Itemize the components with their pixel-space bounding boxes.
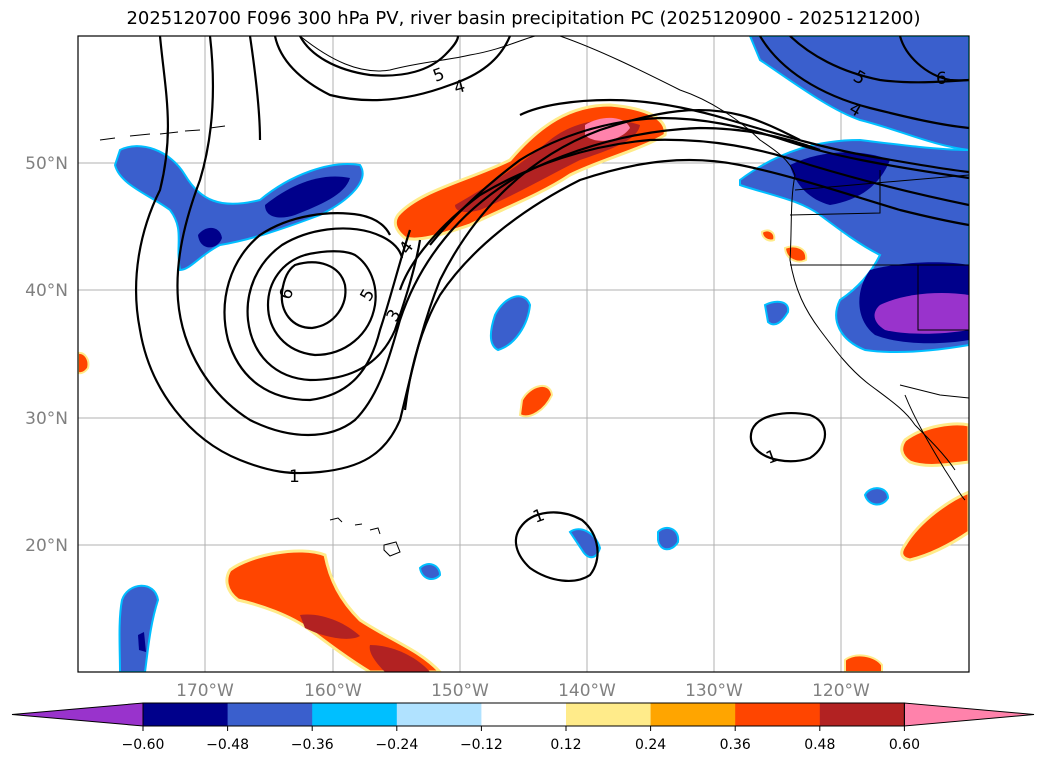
colorbar-tick-label: −0.12 (460, 737, 503, 753)
coastline-hawaii (329, 517, 401, 557)
pos-region-ar-core (455, 120, 640, 213)
colorbar-segment (396, 703, 482, 726)
positive-anomaly-regions (78, 103, 969, 672)
colorbar-border (142, 702, 905, 727)
coastline-west-coast (789, 174, 916, 426)
colorbar-tick-label: 0.12 (550, 737, 581, 753)
pos-region-central (518, 385, 554, 418)
neg-region-central-pacific (489, 295, 532, 352)
lat-label-50n: 50°N (25, 154, 68, 174)
pos-region-hawaii-trail-core1 (300, 614, 360, 639)
colorbar: −0.60 −0.48 −0.36 −0.24 −0.12 0.12 0.24 0.36 0.4… (11, 702, 1035, 753)
contour-3 (223, 36, 412, 402)
colorbar-tick-label: 0.48 (804, 737, 835, 753)
contour-closed-1-east (749, 412, 826, 463)
contour-label: 4 (452, 76, 468, 98)
colorbar-segment (650, 703, 736, 726)
pos-region-ca-coast1 (760, 229, 776, 242)
lon-label-150w: 150°W (431, 681, 489, 701)
map-border (77, 35, 970, 673)
latitude-labels: 50°N 40°N 30°N 20°N (25, 154, 68, 556)
lon-label-130w: 130°W (685, 681, 743, 701)
contour-ar-5 (519, 98, 969, 174)
neg-region-hawaii-east2 (657, 526, 680, 551)
colorbar-segment (566, 703, 652, 726)
colorbar-tick-label: 0.60 (889, 737, 920, 753)
pos-region-mexico-coast (900, 490, 969, 562)
neg-region-aleutian-core2 (198, 227, 222, 248)
lat-label-20n: 20°N (25, 536, 68, 556)
pos-region-baja (900, 422, 969, 467)
coastline-mexico (914, 424, 956, 471)
lon-label-120w: 120°W (812, 681, 870, 701)
colorbar-segment (481, 703, 567, 726)
lat-label-30n: 30°N (25, 409, 68, 429)
contour-ar-3 (398, 138, 969, 291)
colorbar-segment (143, 703, 229, 726)
pos-region-west-edge (78, 351, 90, 375)
contour-1-outer (135, 36, 801, 475)
coastline-gulf-of-alaska (559, 36, 796, 176)
map-area (78, 36, 969, 672)
neg-region-ca-coast (763, 300, 790, 326)
pos-region-hawaii-trail-core2 (369, 645, 430, 672)
contour-alaska-5 (789, 36, 969, 84)
neg-region-hawaii-east1 (568, 528, 602, 559)
colorbar-segment (735, 703, 821, 726)
contour-4 (246, 36, 512, 382)
colorbar-tick-label: 0.36 (720, 737, 751, 753)
map-title: 2025120700 F096 300 hPa PV, river basin … (126, 8, 921, 29)
colorbar-tick-label: −0.24 (375, 737, 418, 753)
colorbar-segment (312, 703, 398, 726)
contour-2 (176, 36, 821, 436)
pv-contours (135, 36, 969, 582)
neg-region-southwest-core (138, 632, 146, 652)
colorbar-extension-high (903, 702, 1035, 727)
contour-alaska-4 (759, 36, 969, 130)
contour-ar-4 (429, 116, 969, 246)
neg-region-southwest (118, 584, 160, 672)
border-us-mexico (899, 384, 969, 399)
pos-region-southwest-edge (844, 654, 883, 672)
contour-label: 1 (289, 467, 300, 487)
coastline-baja (904, 394, 966, 501)
contour-5 (266, 36, 460, 357)
contour-ar-1 (403, 158, 969, 411)
longitude-labels: 170°W 160°W 150°W 140°W 130°W 120°W (176, 681, 870, 701)
neg-region-great-basin-purple (874, 293, 969, 334)
neg-region-aleutian-core (265, 176, 350, 218)
lat-label-40n: 40°N (25, 281, 68, 301)
colorbar-tick-label: 0.24 (635, 737, 666, 753)
colorbar-segment (819, 703, 905, 726)
lon-label-140w: 140°W (558, 681, 616, 701)
contour-label: 6 (936, 69, 947, 89)
colorbar-tick-label: −0.60 (122, 737, 165, 753)
neg-region-alaska (748, 36, 969, 152)
lon-label-160w: 160°W (304, 681, 362, 701)
colorbar-tick-label: −0.36 (291, 737, 334, 753)
border-state3 (917, 265, 969, 331)
colorbar-tick-label: −0.48 (206, 737, 249, 753)
negative-anomaly-regions (113, 36, 969, 672)
neg-region-mexico (863, 487, 890, 506)
lon-label-170w: 170°W (176, 681, 234, 701)
coastline-aleutians (99, 125, 226, 141)
contour-6 (280, 261, 347, 330)
neg-region-hawaii-south (418, 563, 442, 581)
colorbar-segment (227, 703, 313, 726)
contour-alaska-6 (898, 36, 969, 82)
colorbar-extension-low (11, 702, 144, 727)
contour-closed-1-south (514, 511, 599, 582)
pos-region-hawaii-trail (225, 549, 443, 672)
